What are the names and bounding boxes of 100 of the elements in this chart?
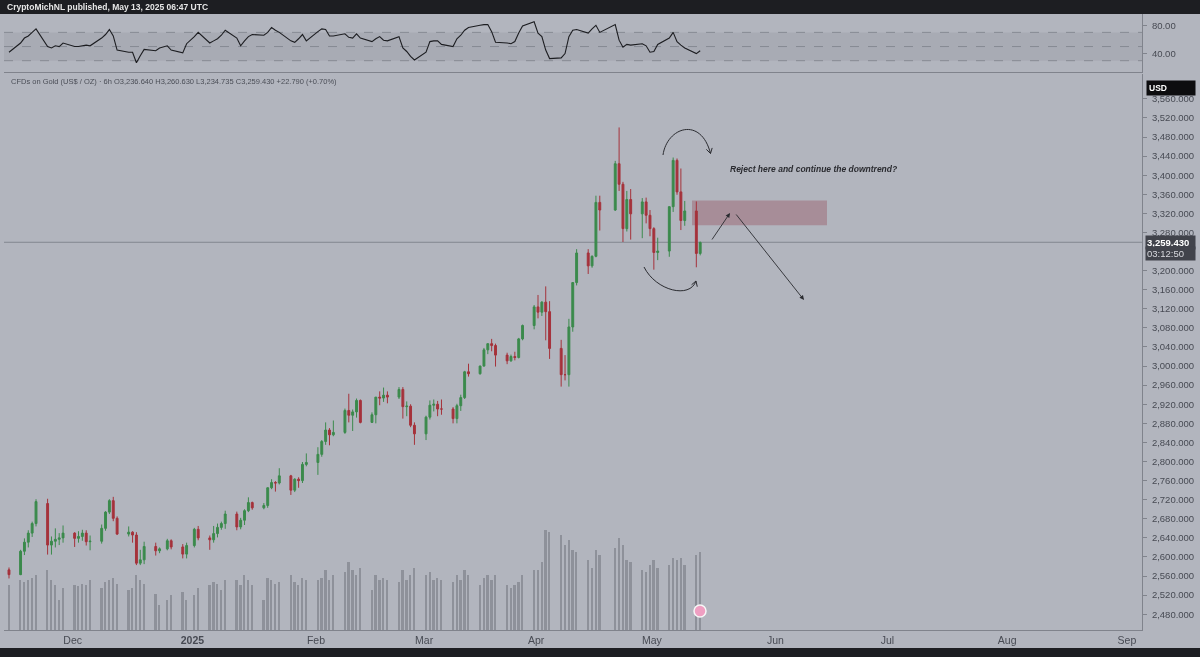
y-tick-label: 2,520.000 xyxy=(1151,589,1195,601)
candlestick xyxy=(385,390,389,404)
candlestick xyxy=(277,467,281,485)
y-tick-label: 3,160.000 xyxy=(1151,284,1195,296)
candlestick xyxy=(77,530,80,544)
candlestick xyxy=(467,363,470,378)
line-series xyxy=(8,21,701,64)
text: 03:12:50 xyxy=(1147,248,1184,259)
y-tick-label: 2,960.000 xyxy=(1151,379,1195,391)
candlestick xyxy=(169,538,173,550)
x-tick-label: Apr xyxy=(527,633,545,646)
candlestick xyxy=(613,160,617,212)
y-tick-label: 3,280.000 xyxy=(1151,226,1195,238)
x-tick-label: Mar xyxy=(415,633,434,646)
y-tick-label: 3,200.000 xyxy=(1151,264,1195,276)
candlestick xyxy=(494,343,497,368)
candlestick xyxy=(73,531,77,548)
candlestick xyxy=(347,393,351,423)
y-tick-label: 2,640.000 xyxy=(1151,532,1195,544)
y-tick-label: 3,360.000 xyxy=(1151,188,1195,200)
x-tick-label: Aug xyxy=(997,633,1017,646)
candlestick xyxy=(212,525,216,544)
candlestick xyxy=(509,354,513,363)
y-tick-label: 3,040.000 xyxy=(1151,341,1195,353)
candlestick xyxy=(154,542,158,557)
candlestick xyxy=(250,501,254,511)
candlestick xyxy=(683,200,687,227)
candlestick xyxy=(196,525,200,541)
candlestick xyxy=(405,400,409,417)
y-tick-label: 3,440.000 xyxy=(1151,150,1195,162)
x-tick-label: Dec xyxy=(63,633,83,646)
candlestick xyxy=(559,339,563,388)
y-tick-label: 3,000.000 xyxy=(1151,360,1195,372)
ref-line-label: 3,259.430 xyxy=(1147,237,1190,248)
candlestick xyxy=(598,195,602,232)
y-tick-label: 3,560.000 xyxy=(1151,93,1195,105)
y-tick-label: 2,840.000 xyxy=(1151,436,1195,448)
candlestick xyxy=(586,248,590,275)
candlestick xyxy=(80,529,84,542)
y-tick-label: 3,080.000 xyxy=(1151,322,1195,334)
y-tick-label: 2,600.000 xyxy=(1151,551,1195,563)
x-tick-label: May xyxy=(642,633,663,646)
candlestick xyxy=(165,538,169,551)
candlestick xyxy=(513,351,517,361)
candlestick xyxy=(273,480,277,493)
x-tick-label: 2025 xyxy=(180,633,205,646)
candlestick xyxy=(293,477,297,493)
candlestick xyxy=(223,510,227,530)
candlestick xyxy=(656,237,660,261)
y-tick-label: 3,400.000 xyxy=(1151,169,1195,181)
x-tick-label: Jun xyxy=(767,633,785,646)
y-tick-label: 2,920.000 xyxy=(1151,398,1195,410)
candlestick xyxy=(88,535,92,551)
y-tick-label: 80.00 xyxy=(1151,19,1176,31)
candlestick xyxy=(61,524,65,544)
y-tick-label: 2,880.000 xyxy=(1151,417,1195,429)
x-tick-label: Sep xyxy=(1117,633,1137,646)
y-tick-label: 2,560.000 xyxy=(1151,570,1195,582)
candlestick xyxy=(235,511,239,531)
candlestick xyxy=(343,408,347,435)
y-tick-label: 40.00 xyxy=(1151,47,1176,59)
candlestick xyxy=(46,498,50,556)
y-tick-label: 2,720.000 xyxy=(1151,494,1195,506)
annotation: Reject here and continue the downtrend? xyxy=(730,164,898,174)
candlestick xyxy=(401,386,405,420)
candlestick xyxy=(185,542,189,559)
y-tick-label: 2,680.000 xyxy=(1151,513,1195,525)
candlestick xyxy=(328,427,331,446)
candlestick xyxy=(532,304,536,330)
candlestick xyxy=(440,398,443,416)
chart-title: CryptoMichNL published, May 13, 2025 06:47 UTC xyxy=(7,1,209,12)
candlestick xyxy=(142,541,146,565)
candlestick xyxy=(694,200,698,268)
candlestick xyxy=(158,546,162,554)
candlestick xyxy=(297,476,301,489)
candlestick xyxy=(7,566,11,579)
candlestick xyxy=(397,386,401,400)
y-tick-label: 2,760.000 xyxy=(1151,474,1195,486)
y-axis-title: USD xyxy=(1149,83,1167,93)
candlestick xyxy=(134,531,138,566)
candlestick xyxy=(536,294,540,319)
candlestick xyxy=(208,535,212,551)
candlestick xyxy=(374,396,378,424)
candlestick xyxy=(331,419,335,436)
candlestick xyxy=(540,300,544,317)
candlestick xyxy=(358,398,362,424)
x-tick-label: Jul xyxy=(880,633,895,646)
candlestick xyxy=(625,190,629,232)
y-tick-label: 3,120.000 xyxy=(1151,303,1195,315)
candlestick xyxy=(640,197,644,239)
y-tick-label: 3,520.000 xyxy=(1151,112,1195,124)
y-tick-label: 2,480.000 xyxy=(1151,608,1195,620)
candlestick xyxy=(127,525,131,537)
candlestick xyxy=(181,543,185,559)
y-tick-label: 3,480.000 xyxy=(1151,131,1195,143)
x-tick-label: Feb xyxy=(306,633,326,646)
candlestick xyxy=(436,400,440,417)
candlestick xyxy=(629,188,633,241)
y-tick-label: 2,800.000 xyxy=(1151,455,1195,467)
candlestick xyxy=(378,390,382,406)
